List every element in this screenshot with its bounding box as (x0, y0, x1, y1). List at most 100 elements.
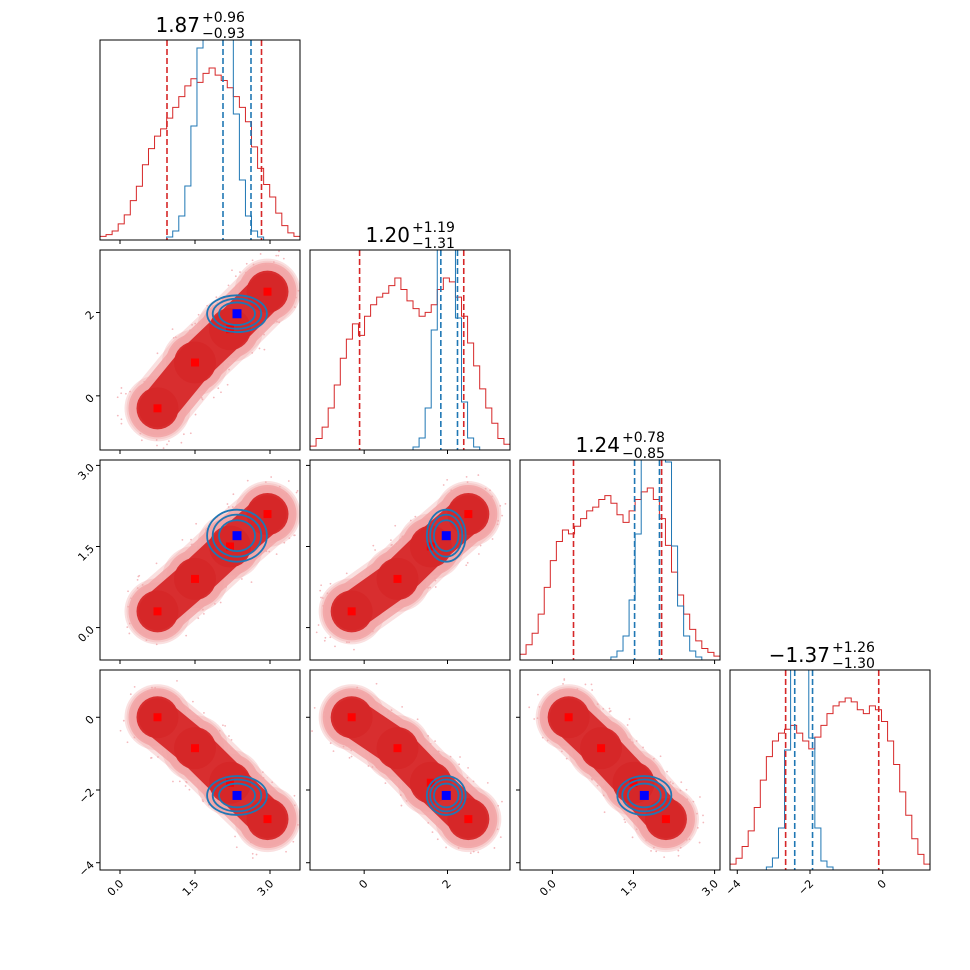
posterior-contour-0 (218, 519, 256, 553)
prior-sample (623, 818, 626, 821)
prior-sample (296, 489, 299, 492)
posterior-contour-2 (616, 775, 673, 816)
prior-sample (346, 641, 348, 644)
panel-content (315, 474, 507, 651)
prior-sample (342, 745, 345, 748)
prior-sample (184, 785, 187, 787)
prior-sample (292, 840, 295, 843)
prior-mode-marker-1 (191, 574, 199, 583)
prior-sample (491, 538, 494, 540)
prior-sample (324, 636, 327, 639)
prior-sample (231, 269, 233, 272)
panel-frame (99, 669, 301, 871)
prior-sample (275, 254, 278, 257)
prior-sample (677, 854, 680, 857)
prior-histogram (520, 487, 720, 660)
prior-sample (278, 321, 281, 324)
prior-sample (477, 851, 480, 854)
title-param-3: −1.37 +1.26 −1.30 (769, 640, 875, 672)
prior-sample (174, 336, 177, 339)
prior-sample (250, 581, 253, 583)
prior-sample (427, 821, 430, 824)
prior-sample (263, 348, 266, 351)
prior-sample (119, 729, 122, 732)
prior-sample (206, 304, 209, 307)
prior-sample (252, 263, 255, 266)
prior-mode-marker-0 (153, 404, 162, 413)
prior-sample (212, 396, 215, 399)
prior-sample (334, 645, 336, 648)
prior-sample (434, 579, 437, 582)
prior-sample (271, 781, 274, 784)
prior-sample (251, 259, 254, 262)
prior-sample (472, 850, 475, 853)
prior-sample (663, 856, 666, 859)
prior-sample (197, 617, 200, 620)
posterior-histogram (310, 250, 510, 450)
prior-sample (602, 707, 605, 710)
prior-sample (536, 717, 539, 720)
title-minus-3: −1.30 (832, 656, 875, 672)
prior-sample (157, 756, 159, 758)
prior-sample (151, 686, 153, 689)
prior-sample (449, 755, 452, 758)
prior-sample (282, 257, 285, 260)
panel-frame (729, 669, 931, 871)
prior-sample (401, 705, 404, 708)
prior-sample (139, 432, 142, 435)
prior-sample (467, 766, 469, 769)
prior-sample (596, 703, 599, 706)
posterior-truth-marker (639, 790, 649, 800)
prior-sample (497, 519, 500, 522)
prior-sample (659, 755, 662, 758)
prior-sample (129, 693, 132, 696)
prior-sample (434, 586, 437, 588)
prior-sample (672, 782, 674, 785)
prior-sample (323, 639, 326, 642)
prior-sample (283, 541, 286, 544)
prior-sample (185, 634, 188, 637)
prior-sample (469, 852, 472, 855)
prior-mode-marker-3 (464, 510, 473, 519)
posterior-contour-0 (626, 782, 662, 809)
prior-sample (275, 553, 278, 556)
prior-mode-marker-0 (347, 607, 356, 616)
posterior-contour-2 (206, 508, 268, 563)
prior-sample (133, 685, 136, 688)
prior-mode-marker-2 (226, 542, 234, 551)
title-plus-2: +0.78 (622, 430, 665, 446)
prior-sample (270, 476, 273, 478)
panel-content (730, 670, 930, 870)
posterior-contour-0 (433, 782, 460, 809)
prior-mode-marker-3 (263, 510, 272, 519)
prior-sample (669, 781, 672, 783)
posterior-truth-marker (441, 531, 451, 541)
prior-sample (133, 736, 136, 739)
prior-sample (405, 800, 408, 802)
prior-sample (234, 275, 237, 278)
prior-sample (696, 812, 698, 815)
prior-sample (348, 756, 351, 759)
prior-sample (189, 432, 192, 435)
prior-sample (427, 586, 429, 589)
prior-sample (477, 474, 480, 476)
prior-sample (528, 706, 531, 709)
prior-sample (685, 788, 688, 791)
prior-sample (628, 718, 631, 720)
prior-mode-marker-0 (153, 607, 162, 616)
prior-sample (466, 776, 469, 779)
prior-sample (181, 538, 184, 541)
prior-sample (207, 803, 210, 806)
prior-sample (120, 387, 123, 389)
prior-sample (220, 391, 222, 394)
panel-content (520, 460, 720, 660)
prior-sample (590, 778, 593, 780)
prior-sample (263, 333, 265, 336)
title-plus-3: +1.26 (832, 640, 875, 656)
prior-sample (195, 522, 198, 525)
prior-sample (436, 838, 439, 841)
prior-sample (234, 835, 236, 838)
prior-sample (288, 537, 291, 540)
posterior-contour-1 (429, 513, 464, 558)
